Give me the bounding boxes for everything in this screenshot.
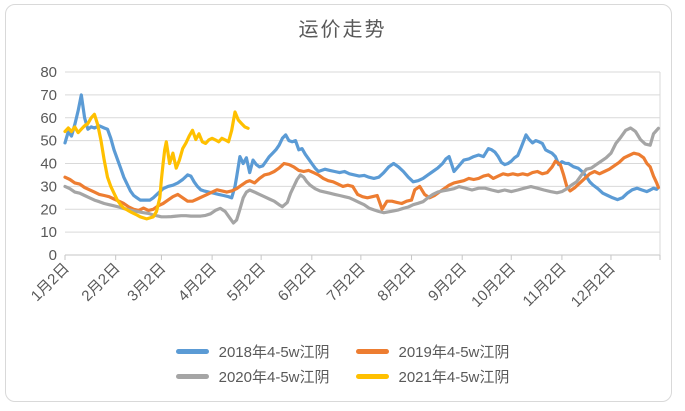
legend-item-2020[interactable]: 2020年4-5w江阴	[175, 366, 330, 387]
y-axis-label: 10	[40, 224, 57, 241]
x-axis-label: 8月2日	[374, 260, 419, 305]
x-axis-label: 12月2日	[568, 260, 619, 311]
y-axis-label: 30	[40, 178, 57, 195]
x-axis-label: 7月2日	[324, 260, 369, 305]
chart-legend: 2018年4-5w江阴 2019年4-5w江阴 2020年4-5w江阴 2021…	[0, 341, 685, 387]
legend-swatch-2020	[175, 374, 209, 379]
y-axis-label: 70	[40, 87, 57, 104]
y-axis-label: 40	[40, 156, 57, 173]
legend-row-2: 2020年4-5w江阴 2021年4-5w江阴	[175, 366, 510, 387]
legend-label-2021: 2021年4-5w江阴	[398, 369, 510, 386]
x-axis-label: 10月2日	[468, 260, 519, 311]
legend-swatch-2019	[355, 349, 389, 354]
legend-item-2019[interactable]: 2019年4-5w江阴	[355, 341, 510, 362]
x-axis-label: 11月2日	[520, 260, 570, 310]
x-axis-label: 2月2日	[78, 260, 123, 305]
series-line-2020年4-5w江阴[interactable]	[63, 126, 661, 225]
x-axis-label: 1月2日	[28, 260, 73, 305]
x-axis-label: 6月2日	[275, 260, 320, 305]
legend-label-2020: 2020年4-5w江阴	[218, 369, 330, 386]
legend-label-2019: 2019年4-5w江阴	[398, 344, 510, 361]
legend-swatch-2021	[355, 374, 389, 379]
x-axis-label: 3月2日	[124, 260, 169, 305]
y-axis-label: 80	[40, 64, 57, 81]
y-axis-label: 20	[40, 201, 57, 218]
chart-title[interactable]: 运价走势	[298, 19, 387, 41]
legend-row-1: 2018年4-5w江阴 2019年4-5w江阴	[175, 341, 510, 362]
x-axis-label: 5月2日	[224, 260, 269, 305]
legend-item-2018[interactable]: 2018年4-5w江阴	[175, 341, 330, 362]
legend-label-2018: 2018年4-5w江阴	[218, 344, 330, 361]
y-axis-label: 50	[40, 133, 57, 150]
legend-swatch-2018	[175, 349, 209, 354]
series-line-2021年4-5w江阴[interactable]	[63, 110, 250, 221]
x-axis-label: 9月2日	[425, 260, 470, 305]
x-axis-label: 4月2日	[175, 260, 220, 305]
y-axis-label: 60	[40, 110, 57, 127]
y-axis-label: 0	[49, 247, 57, 264]
legend-item-2021[interactable]: 2021年4-5w江阴	[355, 366, 510, 387]
series-line-2018年4-5w江阴[interactable]	[63, 93, 661, 202]
chart-card	[5, 4, 672, 402]
